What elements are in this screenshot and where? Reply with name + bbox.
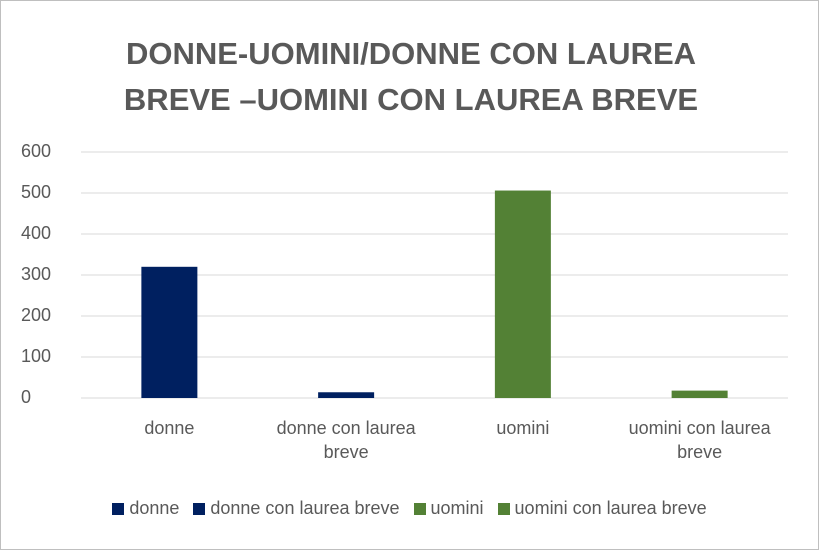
legend-item: uomini con laurea breve [497,498,707,519]
y-tick-label: 100 [21,346,51,366]
y-tick-label: 400 [21,223,51,243]
y-tick-label: 200 [21,305,51,325]
bar [494,190,551,398]
legend-swatch [193,502,206,515]
y-tick-label: 500 [21,182,51,202]
legend: donne donne con laurea breve uomini uomini … [1,498,818,519]
y-tick-label: 300 [21,264,51,284]
x-tick-label: donne [144,418,195,438]
legend-item: donne con laurea breve [193,498,400,519]
legend-swatch [413,502,426,515]
chart-title: DONNE-UOMINI/DONNE CON LAUREA BREVE –UOM… [123,36,699,117]
legend-label: donne con laurea breve [210,498,400,518]
y-tick-label: 0 [21,387,31,407]
legend-label: uomini con laurea breve [514,498,707,518]
bar [671,390,728,398]
x-tick-label: uomini [496,418,550,438]
bar [141,266,198,398]
y-tick-label: 600 [21,141,51,161]
x-tick-label: uomini con laurea breve [628,418,771,462]
legend-label: donne [129,498,180,518]
bar [318,392,375,398]
legend-item: uomini [413,498,484,519]
legend-item: donne [112,498,179,519]
legend-swatch [112,502,125,515]
legend-label: uomini [430,498,484,518]
x-tick-label: donne con laurea breve [276,418,416,462]
legend-swatch [497,502,510,515]
